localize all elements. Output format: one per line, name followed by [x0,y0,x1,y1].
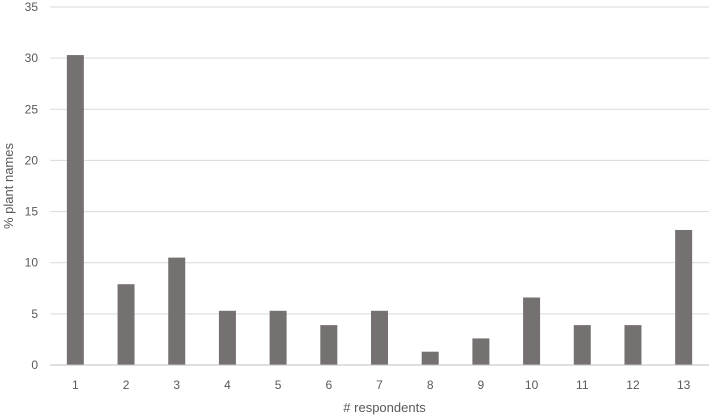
bar-7 [371,310,388,365]
bar-12 [624,325,642,365]
x-tick-label: 10 [525,378,539,392]
x-tick-label: 12 [626,378,640,392]
bar-4 [218,310,236,365]
x-tick-labels: 1 2 3 4 5 6 7 8 9 10 11 12 13 [72,378,691,392]
x-tick-label: 2 [123,378,130,392]
x-tick-label: 11 [576,378,589,392]
bar-10 [523,297,541,365]
bar-5 [269,310,287,365]
bar-8 [421,351,439,365]
x-tick-label: 7 [376,378,383,392]
y-tick-label: 5 [31,307,38,321]
y-tick-labels: 0 5 10 15 20 25 30 35 [25,0,39,372]
gridlines [50,6,709,315]
x-tick-label: 9 [478,378,485,392]
x-tick-label: 8 [427,378,434,392]
x-axis-title: # respondents [343,400,426,415]
x-tick-label: 5 [275,378,282,392]
x-tick-label: 3 [173,378,180,392]
x-tick-label: 13 [677,378,691,392]
y-tick-label: 15 [25,205,39,219]
y-axis-title: % plant names [1,143,16,229]
y-tick-label: 35 [25,0,39,14]
y-tick-label: 30 [25,51,39,65]
y-tick-label: 0 [31,358,38,372]
y-tick-label: 20 [25,153,39,167]
bar-1 [66,55,84,366]
x-tick-label: 4 [224,378,231,392]
bar-11 [573,325,591,365]
bar-6 [320,325,338,365]
bar-9 [472,338,490,365]
y-tick-label: 25 [25,102,39,116]
bar-2 [117,284,135,365]
x-tick-label: 1 [72,378,79,392]
bar-13 [675,229,693,365]
bars [66,55,693,366]
y-tick-label: 10 [25,256,39,270]
bar-3 [168,257,186,365]
x-tick-label: 6 [325,378,332,392]
